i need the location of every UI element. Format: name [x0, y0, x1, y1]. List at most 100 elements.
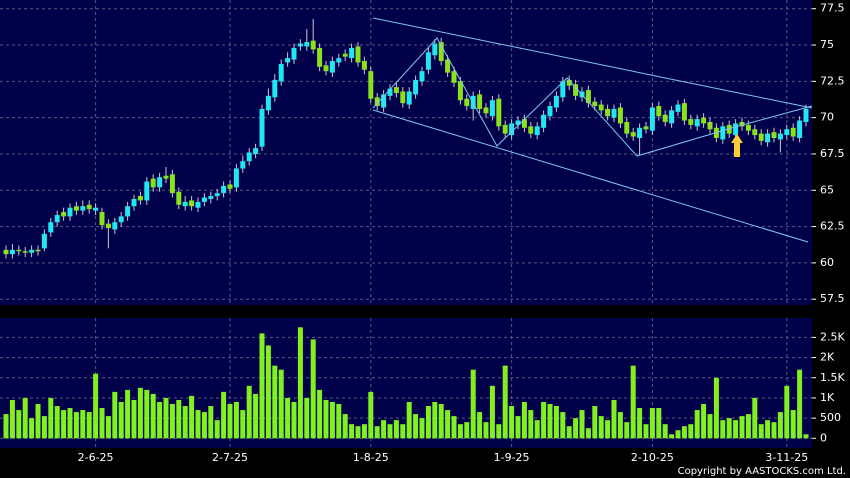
candle-body: [592, 101, 598, 107]
candle-body: [93, 207, 99, 211]
volume-bar: [227, 403, 233, 439]
volume-bar: [80, 410, 86, 439]
volume-bar: [105, 416, 111, 439]
volume-bar: [432, 401, 438, 439]
volume-bar: [643, 424, 649, 439]
candle-body: [605, 108, 611, 117]
candle-body: [41, 233, 47, 249]
candle-body: [451, 71, 457, 83]
volume-bar: [496, 424, 502, 439]
candle-body: [701, 117, 707, 124]
volume-bar: [765, 420, 771, 439]
volume-bar: [784, 385, 790, 439]
x-tick-label: 1-9-25: [494, 451, 530, 464]
copyright: Copyright by AASTOCKS.com Ltd.: [678, 466, 846, 477]
y-tick-label: 500: [820, 411, 841, 424]
candle-body: [73, 206, 79, 211]
volume-bar: [464, 422, 470, 439]
candle-body: [201, 197, 207, 202]
volume-bar: [118, 401, 124, 439]
volume-bar: [477, 412, 483, 439]
volume-bar: [16, 410, 22, 439]
candle-body: [534, 126, 540, 136]
volume-bar: [560, 412, 566, 439]
candle-body: [541, 114, 547, 128]
candle-body: [656, 106, 662, 117]
volume-bar: [182, 406, 188, 439]
volume-bar: [771, 422, 777, 439]
volume-bar: [425, 406, 431, 439]
volume-bar: [163, 397, 169, 439]
candle-body: [662, 114, 668, 122]
candle-body: [285, 58, 291, 63]
candle-body: [413, 79, 419, 95]
candle-body: [477, 94, 483, 109]
volume-bar: [144, 389, 150, 439]
volume-bar: [361, 424, 367, 439]
candle-body: [758, 133, 764, 141]
volume-bar: [323, 399, 329, 439]
volume-bar: [349, 424, 355, 439]
volume-bar: [150, 393, 156, 439]
y-tick-label: 65: [820, 183, 834, 196]
candle-body: [803, 108, 809, 122]
volume-bar: [304, 397, 310, 439]
volume-bar: [445, 410, 451, 439]
candle-body: [112, 222, 118, 230]
candle-body: [157, 177, 163, 188]
volume-bar: [739, 416, 745, 439]
x-tick-label: 3-11-25: [765, 451, 808, 464]
volume-bar: [649, 408, 655, 439]
candle-body: [368, 71, 374, 99]
volume-bar: [285, 397, 291, 439]
price-panel: [0, 0, 812, 305]
volume-bar: [707, 414, 713, 439]
volume-bar: [406, 401, 412, 439]
volume-bar: [669, 434, 675, 439]
candle-body: [336, 58, 342, 63]
volume-bar: [598, 416, 604, 439]
volume-bar: [675, 430, 681, 439]
volume-bar: [553, 406, 559, 439]
volume-bar: [701, 403, 707, 439]
volume-bar: [720, 420, 726, 439]
candle-body: [272, 79, 278, 98]
y-tick-label: 77.5: [820, 2, 845, 15]
volume-bar: [112, 391, 118, 439]
candle-body: [617, 107, 623, 124]
volume-bar: [22, 397, 28, 439]
candle-body: [784, 129, 790, 136]
volume-bar: [579, 410, 585, 439]
candle-body: [771, 132, 777, 138]
candle-body: [400, 91, 406, 104]
volume-bar: [489, 385, 495, 439]
candle-body: [777, 133, 783, 140]
volume-bar: [790, 410, 796, 439]
volume-bar: [3, 414, 9, 439]
volume-bar: [169, 403, 175, 439]
candle-body: [99, 212, 105, 226]
candle-body: [528, 126, 534, 134]
y-tick-label: 75: [820, 38, 834, 51]
candle-body: [643, 126, 649, 130]
volume-bar: [310, 339, 316, 439]
candle-body: [445, 59, 451, 73]
candle-body: [297, 43, 303, 47]
volume-bar: [73, 412, 79, 439]
candle-body: [86, 204, 92, 210]
x-tick-label: 2-6-25: [78, 451, 114, 464]
y-tick-label: 67.5: [820, 147, 845, 160]
volume-bar: [521, 401, 527, 439]
volume-bar: [592, 406, 598, 439]
candle-body: [246, 152, 252, 162]
candle-body: [118, 216, 124, 223]
y-tick-label: 0: [820, 431, 827, 444]
candle-body: [585, 90, 591, 104]
volume-bar: [67, 408, 73, 439]
volume-bar: [400, 424, 406, 439]
candle-body: [208, 196, 214, 199]
candle-body: [726, 124, 732, 134]
candle-body: [29, 249, 35, 253]
volume-bar: [541, 401, 547, 439]
candle-body: [637, 127, 643, 138]
